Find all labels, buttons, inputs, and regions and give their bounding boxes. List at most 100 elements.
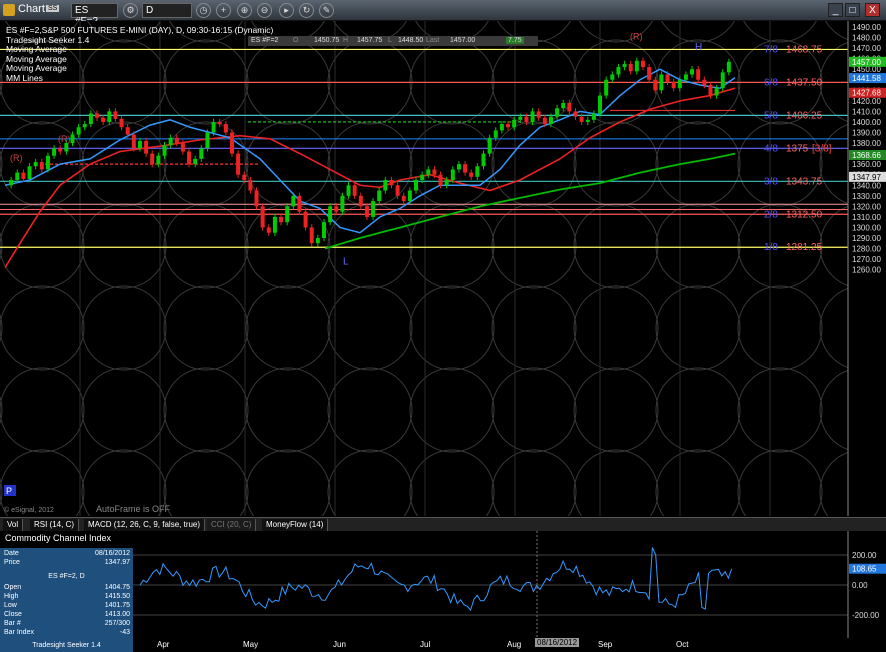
candle-body xyxy=(95,113,100,118)
grid-circle xyxy=(737,121,823,207)
price-tick: 1280.00 xyxy=(852,245,881,254)
window-title: Chart xyxy=(18,3,45,15)
gear-icon[interactable]: ⚙ xyxy=(123,3,138,18)
candle-body xyxy=(512,119,517,128)
data-high: 1415.50 xyxy=(104,593,130,600)
candle-body xyxy=(150,153,155,165)
price-chart-area[interactable]: 7/8 1468.75 6/8 1437.50 5/8 1406.25 4/8 1375 [3/… xyxy=(0,21,886,516)
grid-circle xyxy=(661,21,735,43)
mm-line-label: 3/8 xyxy=(764,176,778,187)
candle-body xyxy=(58,148,63,152)
last-price-tag: 1457.00 xyxy=(852,58,881,67)
link-badge[interactable]: SS xyxy=(46,5,60,12)
candle-body xyxy=(144,140,149,154)
crosshair-icon[interactable]: + xyxy=(216,3,231,18)
interval-input[interactable]: D xyxy=(142,3,192,18)
candle-body xyxy=(653,79,658,91)
grid-circle xyxy=(87,21,161,43)
grid-circle xyxy=(169,21,243,43)
candle-body xyxy=(33,162,38,167)
price-chart[interactable]: 7/8 1468.75 6/8 1437.50 5/8 1406.25 4/8 1375 [3/… xyxy=(0,21,886,516)
ohlc-symbol: ES #F=2 xyxy=(251,37,279,44)
tab-cci[interactable]: CCI (20, C) xyxy=(207,519,257,531)
price-tick: 1450.00 xyxy=(852,65,881,74)
candle-body xyxy=(242,174,247,180)
grid-circle xyxy=(5,21,79,43)
mm-line-extra: [3/8] xyxy=(812,143,832,154)
cci-chart[interactable]: 200.00 0.00 -200.00 108.65 xyxy=(0,531,886,638)
candle-body xyxy=(677,79,682,89)
candle-body xyxy=(364,206,369,217)
copyright-text: © eSignal, 2012 xyxy=(4,507,54,514)
autoframe-status[interactable]: AutoFrame is OFF xyxy=(96,504,171,514)
candle-body xyxy=(640,60,645,68)
candle-body xyxy=(426,169,431,175)
price-tick: 1420.00 xyxy=(852,97,881,106)
data-window-header: ES #F=2, D xyxy=(48,573,85,580)
candle-body xyxy=(487,137,492,154)
price-tick: 1320.00 xyxy=(852,202,881,211)
candle-body xyxy=(76,127,81,135)
candle-body xyxy=(395,185,400,196)
data-barindex: -43 xyxy=(119,629,130,636)
candle-body xyxy=(260,206,265,228)
candle-body xyxy=(444,179,449,186)
legend-line: Moving Average xyxy=(6,63,67,73)
maximize-button[interactable]: □ xyxy=(845,3,860,17)
x-label-apr: Apr xyxy=(157,640,170,649)
candle-body xyxy=(389,179,394,186)
candle-body xyxy=(156,155,161,165)
cci-tick: -200.00 xyxy=(852,611,880,620)
candle-body xyxy=(407,190,412,202)
symbol-input[interactable]: ES #F=2 xyxy=(71,3,118,27)
candle-body xyxy=(101,117,106,122)
candle-body xyxy=(285,206,290,223)
play-icon[interactable]: ▸ xyxy=(279,3,294,18)
ma-mid-tag-bg xyxy=(849,87,886,98)
zoom-out-icon[interactable]: ⊖ xyxy=(257,3,272,18)
candle-body xyxy=(720,72,725,89)
price-tick: 1490.00 xyxy=(852,23,881,32)
candle-body xyxy=(659,74,664,91)
clock-icon[interactable]: ◷ xyxy=(196,3,211,18)
candle-body xyxy=(708,85,713,96)
title-bar: Chart SS ES #F=2 ⚙ D ◷ + ⊕ ⊖ ▸ ↻ ✎ _ □ X xyxy=(0,0,886,27)
zoom-in-icon[interactable]: ⊕ xyxy=(237,3,252,18)
moving-average-slow xyxy=(324,152,736,250)
tab-rsi[interactable]: RSI (14, C) xyxy=(30,519,80,531)
candle-body xyxy=(506,124,511,128)
close-button[interactable]: X xyxy=(865,3,880,17)
grid-circle xyxy=(0,313,3,343)
candle-body xyxy=(236,153,241,175)
grid-circle xyxy=(163,121,249,207)
reversal-marker: (R) xyxy=(10,153,23,163)
candle-body xyxy=(432,169,437,175)
candle-body xyxy=(88,113,93,125)
legend-line: Moving Average xyxy=(6,53,67,64)
minimize-button[interactable]: _ xyxy=(828,3,843,17)
grid-circle xyxy=(491,121,577,207)
x-label-aug: Aug xyxy=(507,640,522,649)
candle-body xyxy=(52,148,57,156)
refresh-icon[interactable]: ↻ xyxy=(299,3,314,18)
reversal-marker: (R) xyxy=(630,32,643,42)
draw-tool-icon[interactable]: ✎ xyxy=(319,3,334,18)
candle-body xyxy=(303,211,308,228)
tab-vol[interactable]: Vol xyxy=(3,519,24,531)
tab-macd[interactable]: MACD (12, 26, C, 9, false, true) xyxy=(84,519,206,531)
tab-moneyflow[interactable]: MoneyFlow (14) xyxy=(262,519,329,531)
reversal-marker: (R) xyxy=(58,134,71,144)
candle-body xyxy=(714,88,719,96)
candle-body xyxy=(254,190,259,207)
candle-body xyxy=(420,174,425,180)
grid-circle xyxy=(409,285,495,371)
ma-mid-tag: 1427.68 xyxy=(852,89,881,98)
candle-body xyxy=(469,172,474,177)
mm-line-price: 1437.50 xyxy=(786,77,823,88)
candle-body xyxy=(683,74,688,80)
price-tick: 1270.00 xyxy=(852,255,881,264)
candle-body xyxy=(291,195,296,207)
candle-body xyxy=(591,113,596,120)
candle-body xyxy=(107,111,112,122)
moving-average-mid xyxy=(4,87,736,268)
